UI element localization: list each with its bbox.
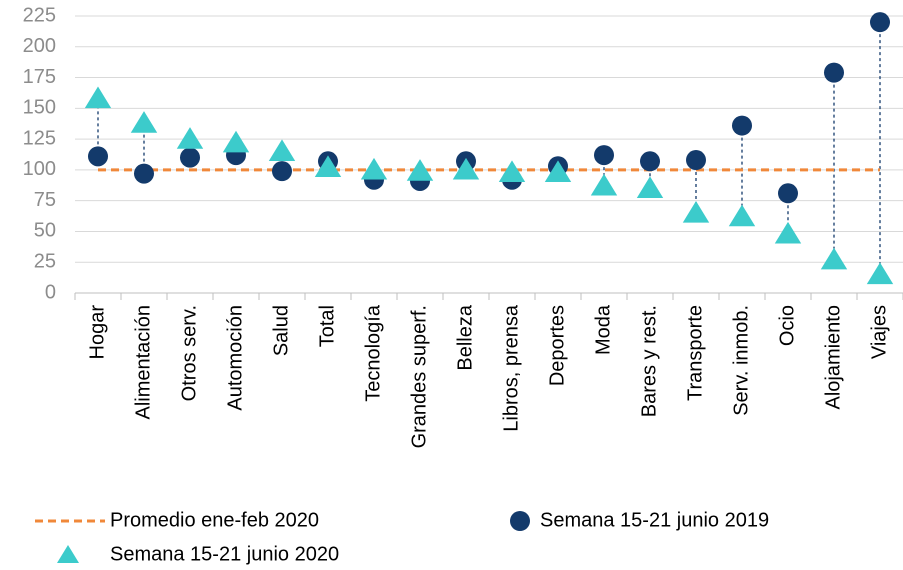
triangle: [590, 173, 618, 196]
dot: [272, 161, 292, 182]
x-tick-label: Serv. inmob.: [730, 305, 752, 416]
y-tick-label: 200: [23, 35, 56, 57]
y-tick-label: 175: [23, 66, 56, 88]
y-tick-label: 100: [23, 158, 56, 180]
x-tick-label: Salud: [270, 305, 292, 356]
triangle: [130, 111, 158, 133]
triangle: [728, 204, 756, 227]
triangle: [774, 221, 802, 244]
legend-swatch: [510, 511, 530, 531]
dot: [870, 12, 890, 33]
dot: [88, 146, 108, 167]
dot: [824, 62, 844, 83]
legend-label: Semana 15-21 junio 2019: [540, 509, 769, 531]
x-tick-label: Automoción: [224, 305, 246, 411]
x-tick-label: Alojamiento: [822, 305, 844, 410]
triangle: [636, 176, 664, 198]
dot: [594, 145, 614, 166]
y-tick-label: 150: [23, 97, 56, 119]
dot: [134, 163, 154, 184]
x-tick-label: Belleza: [454, 304, 476, 370]
legend-label: Semana 15-21 junio 2020: [110, 543, 339, 565]
x-tick-label: Total: [316, 305, 338, 347]
x-tick-label: Libros, prensa: [500, 304, 522, 432]
triangle: [268, 139, 296, 162]
triangle: [406, 159, 434, 181]
triangle: [820, 247, 848, 270]
x-tick-label: Moda: [592, 304, 614, 355]
triangle: [452, 157, 480, 180]
dot: [640, 151, 660, 172]
triangle: [176, 127, 204, 149]
x-tick-label: Bares y rest.: [638, 305, 660, 417]
x-tick-label: Viajes: [868, 305, 890, 359]
dot: [778, 183, 798, 204]
y-tick-label: 225: [23, 4, 56, 26]
triangle: [544, 160, 572, 182]
x-tick-label: Hogar: [86, 305, 108, 360]
dot: [686, 150, 706, 171]
legend-label: Promedio ene-feb 2020: [110, 509, 319, 531]
y-tick-label: 50: [34, 220, 56, 242]
x-tick-label: Deportes: [546, 305, 568, 386]
triangle: [360, 157, 388, 180]
dot: [732, 115, 752, 136]
x-tick-label: Otros serv.: [178, 305, 200, 401]
y-tick-label: 25: [34, 251, 56, 273]
legend-swatch: [57, 545, 79, 563]
triangle: [682, 200, 710, 223]
x-tick-label: Tecnología: [362, 304, 384, 402]
y-tick-label: 75: [34, 189, 56, 211]
x-tick-label: Grandes superf.: [408, 305, 430, 448]
triangle: [84, 86, 112, 109]
x-tick-label: Alimentación: [132, 305, 154, 420]
triangle: [222, 130, 250, 153]
x-tick-label: Ocio: [776, 305, 798, 346]
triangle: [314, 155, 342, 178]
triangle: [498, 160, 526, 182]
y-tick-label: 0: [45, 281, 56, 303]
dot: [180, 147, 200, 168]
y-tick-label: 125: [23, 127, 56, 149]
x-tick-label: Transporte: [684, 305, 706, 401]
triangle: [866, 262, 894, 285]
